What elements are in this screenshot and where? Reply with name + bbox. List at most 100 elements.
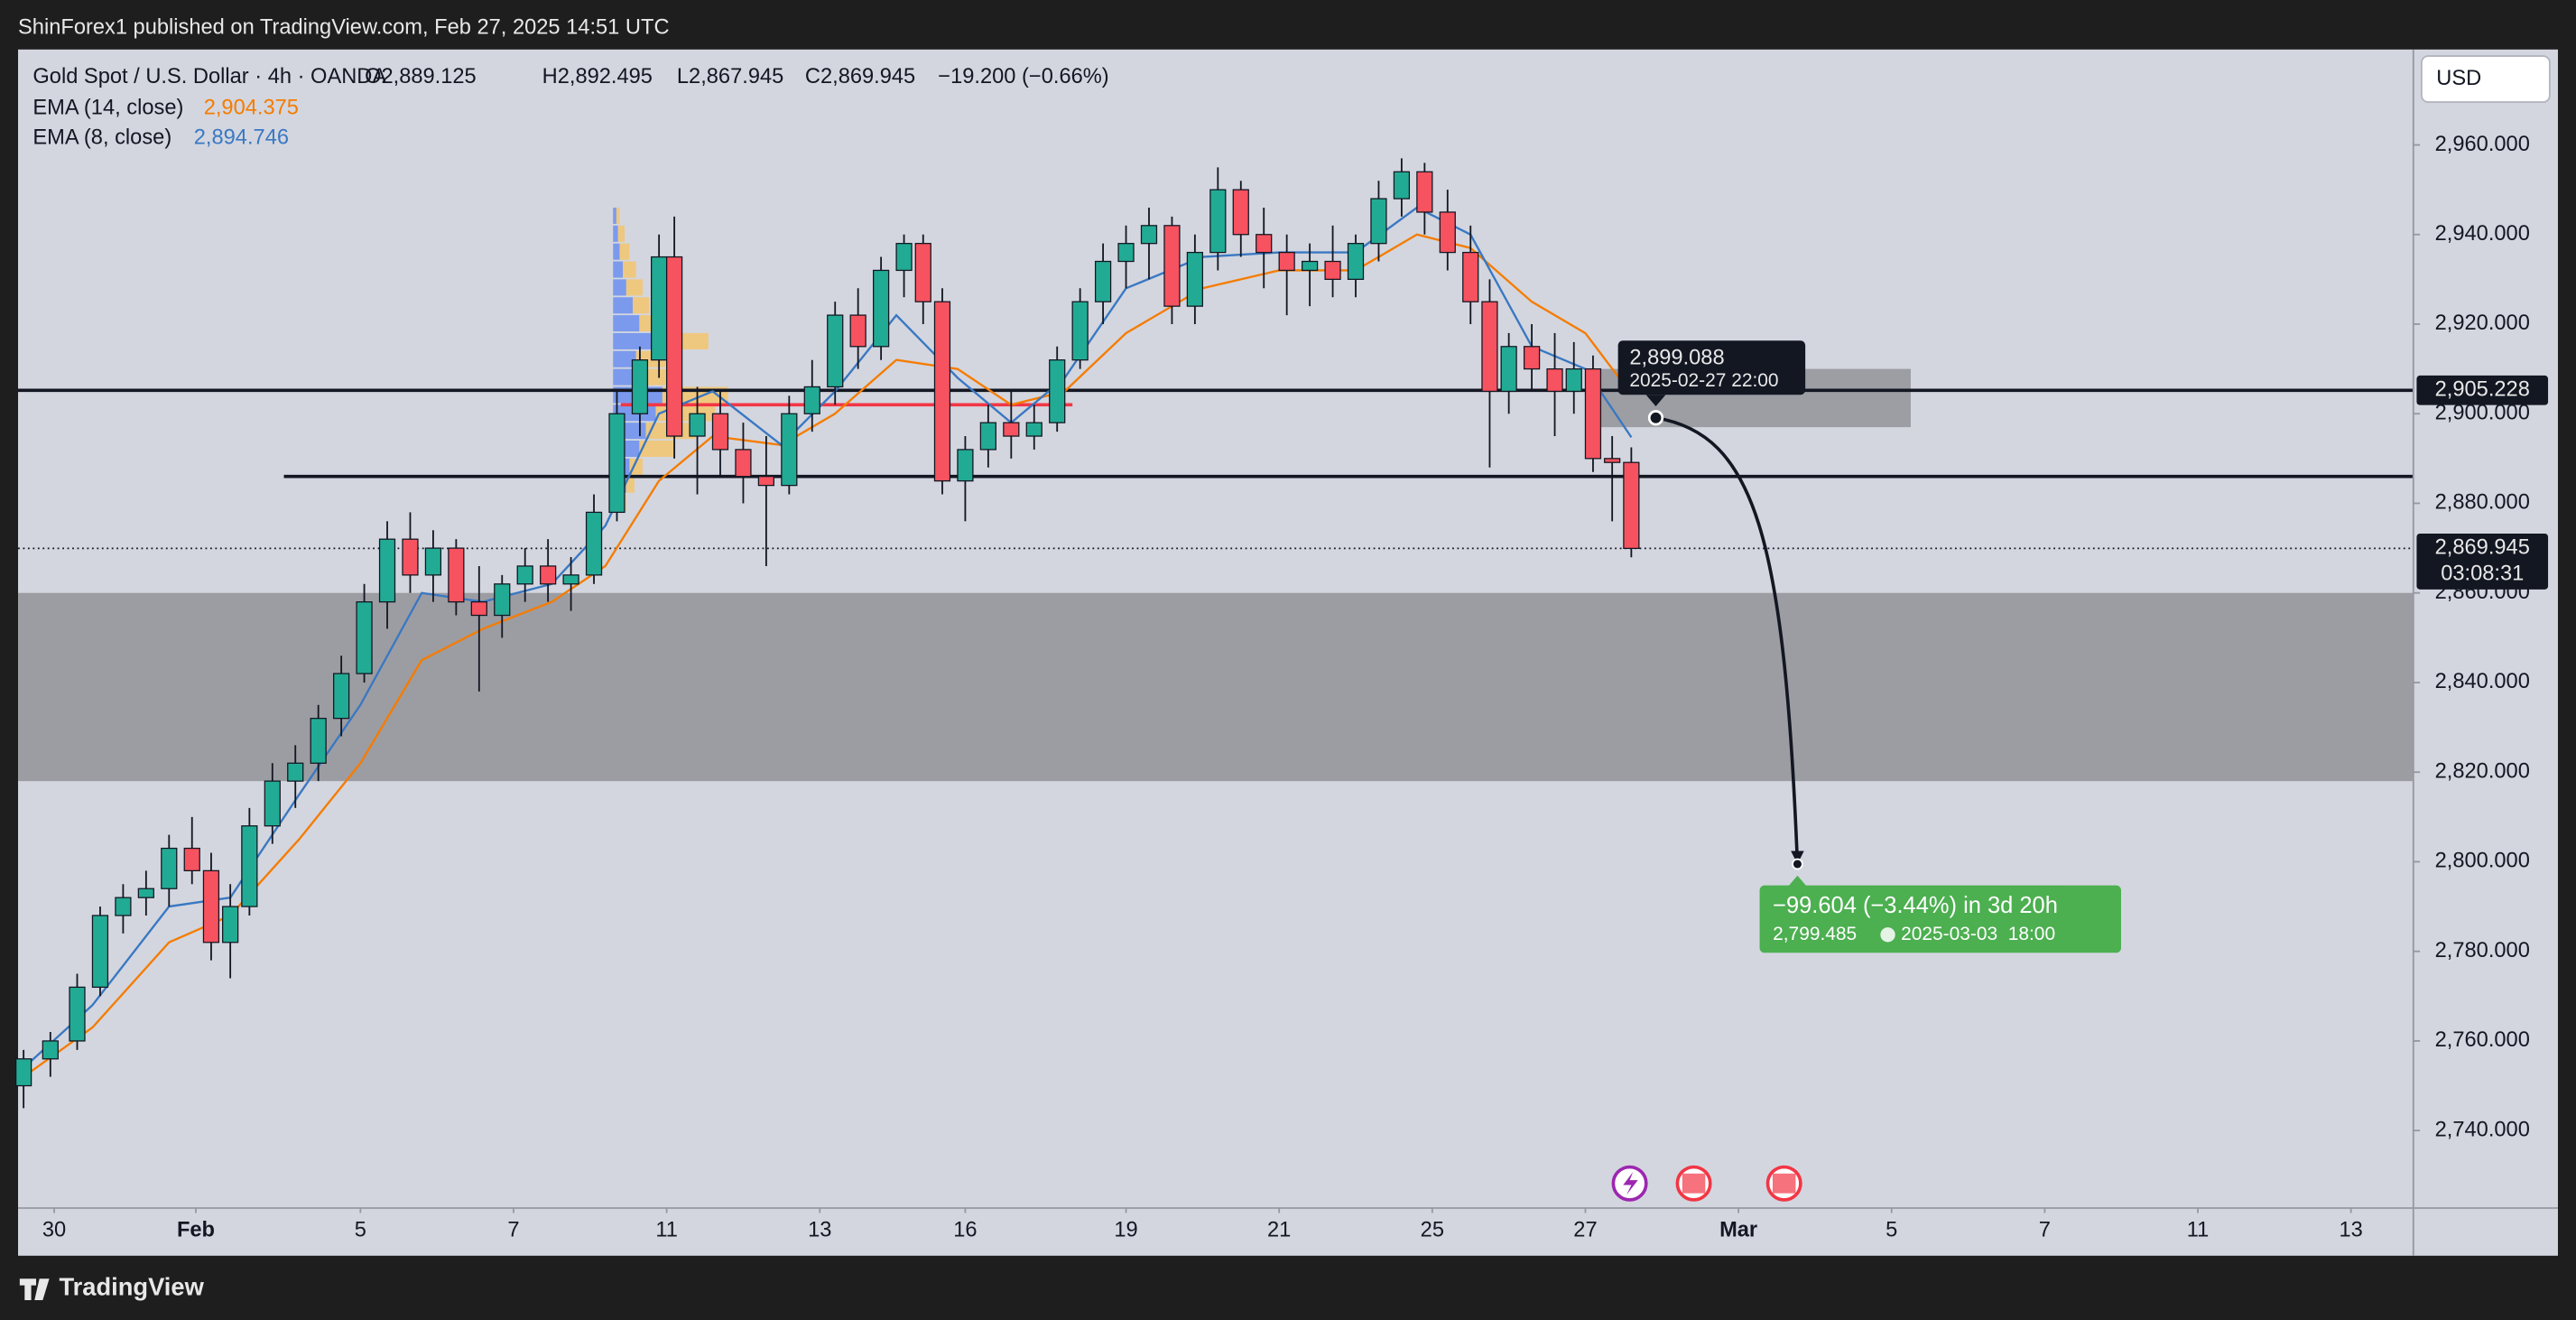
x-tick-label: Feb — [177, 1219, 215, 1242]
candle-body — [735, 449, 752, 478]
flag-glyph — [1682, 1173, 1706, 1194]
candle-body — [895, 243, 913, 272]
candle-body — [631, 359, 649, 414]
x-tick-label: 27 — [1573, 1219, 1597, 1242]
candle-body — [1546, 367, 1563, 393]
candle-body — [1604, 458, 1621, 463]
y-tick-label: 2,800.000 — [2435, 850, 2530, 873]
x-tick-label: 21 — [1267, 1219, 1291, 1242]
volume-down — [625, 476, 635, 493]
candle-body — [1324, 260, 1341, 281]
event-icons — [1611, 1165, 1802, 1202]
candle-body — [957, 449, 974, 482]
candle-body — [402, 538, 419, 576]
tooltip-pointer — [1645, 395, 1666, 407]
candle-body — [1163, 225, 1181, 307]
volume-up — [613, 207, 616, 225]
candle-body — [287, 762, 304, 782]
target-change: −99.604 (−3.44%) in 3d 20h — [1773, 893, 2058, 918]
candle-body — [711, 413, 729, 451]
y-tick-label: 2,740.000 — [2435, 1118, 2530, 1141]
price-label-box — [2416, 375, 2549, 405]
candle-body — [873, 269, 890, 348]
x-tick-label: 13 — [808, 1219, 831, 1242]
y-tick-label: 2,760.000 — [2435, 1028, 2530, 1052]
candle-body — [979, 422, 996, 451]
currency[interactable]: USD — [2436, 67, 2481, 90]
candle-body — [933, 301, 951, 482]
candle-body — [264, 780, 281, 827]
candle-body — [1186, 251, 1204, 307]
y-tick-label: 2,940.000 — [2435, 222, 2530, 246]
y-tick-label: 2,960.000 — [2435, 133, 2530, 156]
candle-body — [1462, 251, 1479, 302]
candle-body — [1003, 422, 1020, 437]
candle-body — [1209, 189, 1227, 254]
candle-body — [1140, 225, 1158, 245]
arrow-head — [1791, 851, 1804, 865]
ohlc-high: H2,892.495 — [542, 65, 653, 88]
y-tick-label: 2,920.000 — [2435, 311, 2530, 335]
target-pointer — [1787, 875, 1808, 888]
candle-body — [424, 547, 442, 576]
candle-body — [689, 413, 706, 437]
projection-start — [1647, 410, 1664, 426]
publisher: ShinForex1 published on TradingView.com,… — [18, 15, 670, 39]
currency-button[interactable] — [2420, 55, 2551, 103]
volume-up — [613, 225, 618, 242]
y-tick-label: 2,900.000 — [2435, 401, 2530, 424]
candle-body — [91, 915, 109, 989]
candle-body — [1232, 189, 1249, 236]
x-tick-label: 16 — [953, 1219, 977, 1242]
y-tick-label: 2,880.000 — [2435, 491, 2530, 515]
logo — [19, 1278, 50, 1300]
countdown: 03:08:31 — [2441, 562, 2524, 586]
ohlc-low: L2,867.945 — [677, 65, 783, 88]
candle-body — [665, 256, 683, 437]
candle-body — [183, 847, 200, 872]
x-tick-label: 5 — [1886, 1219, 1897, 1242]
ema-line — [23, 233, 1633, 1078]
candle-body — [15, 1058, 32, 1087]
flag-glyph — [1772, 1173, 1796, 1194]
candle-body — [803, 386, 820, 414]
candle-body — [161, 847, 178, 889]
x-tick-label: 19 — [1114, 1219, 1137, 1242]
event-glyph — [1623, 1171, 1638, 1195]
volume-down — [639, 441, 676, 458]
candle-body — [651, 256, 668, 361]
candle-body — [356, 601, 373, 674]
candle-body — [516, 565, 533, 585]
candle-body — [1565, 367, 1582, 393]
candle-body — [1416, 171, 1433, 213]
candle-body — [448, 547, 465, 603]
x-tick-label: 7 — [507, 1219, 519, 1242]
volume-up — [613, 243, 620, 260]
volume-down — [625, 279, 644, 296]
candle-body — [310, 718, 327, 764]
candle-body — [1500, 346, 1517, 393]
candle-body — [540, 565, 557, 585]
ohlc-open: O2,889.125 — [365, 65, 477, 88]
candle-body — [914, 243, 931, 302]
candle-body — [1278, 251, 1295, 272]
candle-body — [137, 888, 154, 898]
candle-body — [69, 986, 86, 1042]
x-tick-label: Mar — [1719, 1219, 1757, 1242]
indicator-name: EMA (14, close) — [32, 97, 183, 120]
tooltip-time: 2025-02-27 22:00 — [1629, 370, 1778, 391]
plot — [15, 158, 2414, 1109]
volume-up — [613, 279, 626, 296]
indicator-value: 2,904.375 — [204, 97, 299, 120]
volume-up — [613, 297, 634, 314]
candle-body — [827, 314, 844, 388]
candle-body — [115, 897, 132, 916]
candle-body — [241, 825, 258, 907]
volume-down — [655, 404, 716, 422]
x-tick-label: 25 — [1421, 1219, 1444, 1242]
change: −19.200 (−0.66%) — [938, 65, 1108, 88]
candle-body — [1094, 260, 1112, 302]
y-tick-label: 2,840.000 — [2435, 670, 2530, 693]
